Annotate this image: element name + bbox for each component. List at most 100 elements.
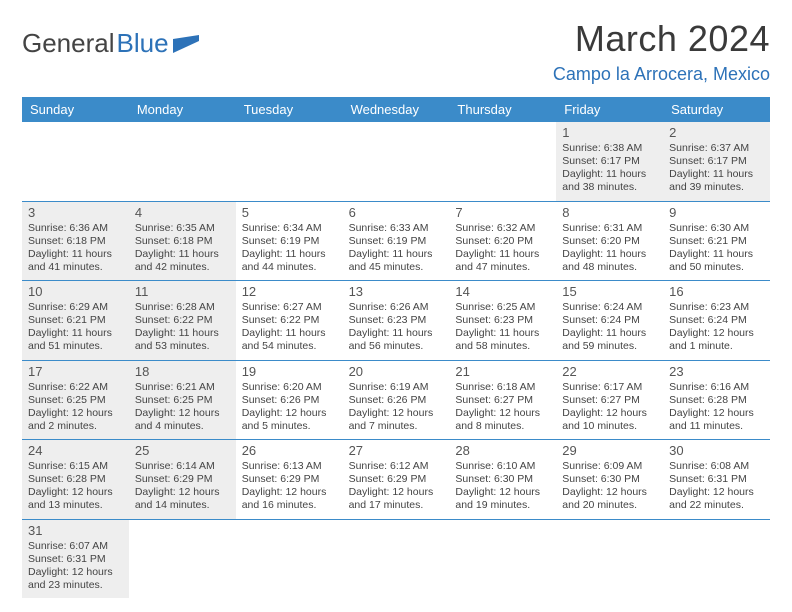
daylight-text: Daylight: 11 hours and 44 minutes.: [242, 248, 337, 274]
sunset-text: Sunset: 6:29 PM: [135, 473, 230, 486]
title-block: March 2024 Campo la Arrocera, Mexico: [553, 18, 770, 85]
daylight-text: Daylight: 11 hours and 38 minutes.: [562, 168, 657, 194]
sunset-text: Sunset: 6:20 PM: [455, 235, 550, 248]
weekday-saturday: Saturday: [663, 97, 770, 122]
day-cell: [236, 520, 343, 599]
day-number: 24: [28, 443, 123, 458]
day-cell: 5Sunrise: 6:34 AMSunset: 6:19 PMDaylight…: [236, 202, 343, 281]
day-info: Sunrise: 6:36 AMSunset: 6:18 PMDaylight:…: [28, 222, 123, 275]
day-number: 8: [562, 205, 657, 220]
day-info: Sunrise: 6:33 AMSunset: 6:19 PMDaylight:…: [349, 222, 444, 275]
sunset-text: Sunset: 6:27 PM: [562, 394, 657, 407]
daylight-text: Daylight: 12 hours and 1 minute.: [669, 327, 764, 353]
day-number: 3: [28, 205, 123, 220]
daylight-text: Daylight: 12 hours and 19 minutes.: [455, 486, 550, 512]
logo-flag-icon: [173, 35, 199, 53]
day-cell: 29Sunrise: 6:09 AMSunset: 6:30 PMDayligh…: [556, 440, 663, 519]
daylight-text: Daylight: 12 hours and 14 minutes.: [135, 486, 230, 512]
sunrise-text: Sunrise: 6:20 AM: [242, 381, 337, 394]
sunrise-text: Sunrise: 6:14 AM: [135, 460, 230, 473]
day-cell: [129, 122, 236, 201]
sunrise-text: Sunrise: 6:32 AM: [455, 222, 550, 235]
sunset-text: Sunset: 6:17 PM: [562, 155, 657, 168]
day-info: Sunrise: 6:09 AMSunset: 6:30 PMDaylight:…: [562, 460, 657, 513]
day-info: Sunrise: 6:35 AMSunset: 6:18 PMDaylight:…: [135, 222, 230, 275]
weekday-friday: Friday: [556, 97, 663, 122]
calendar: Sunday Monday Tuesday Wednesday Thursday…: [22, 97, 770, 598]
sunset-text: Sunset: 6:27 PM: [455, 394, 550, 407]
day-info: Sunrise: 6:26 AMSunset: 6:23 PMDaylight:…: [349, 301, 444, 354]
day-cell: [129, 520, 236, 599]
sunset-text: Sunset: 6:29 PM: [349, 473, 444, 486]
day-number: 21: [455, 364, 550, 379]
sunrise-text: Sunrise: 6:19 AM: [349, 381, 444, 394]
sunset-text: Sunset: 6:22 PM: [242, 314, 337, 327]
day-number: 5: [242, 205, 337, 220]
week-row: 10Sunrise: 6:29 AMSunset: 6:21 PMDayligh…: [22, 281, 770, 361]
day-number: 15: [562, 284, 657, 299]
day-number: 27: [349, 443, 444, 458]
day-cell: 12Sunrise: 6:27 AMSunset: 6:22 PMDayligh…: [236, 281, 343, 360]
daylight-text: Daylight: 12 hours and 2 minutes.: [28, 407, 123, 433]
daylight-text: Daylight: 12 hours and 17 minutes.: [349, 486, 444, 512]
day-number: 7: [455, 205, 550, 220]
day-info: Sunrise: 6:29 AMSunset: 6:21 PMDaylight:…: [28, 301, 123, 354]
day-cell: 19Sunrise: 6:20 AMSunset: 6:26 PMDayligh…: [236, 361, 343, 440]
day-cell: 3 Sunrise: 6:36 AMSunset: 6:18 PMDaylight…: [22, 202, 129, 281]
sunset-text: Sunset: 6:17 PM: [669, 155, 764, 168]
location-label: Campo la Arrocera, Mexico: [553, 64, 770, 85]
sunrise-text: Sunrise: 6:30 AM: [669, 222, 764, 235]
daylight-text: Daylight: 11 hours and 42 minutes.: [135, 248, 230, 274]
month-title: March 2024: [553, 18, 770, 60]
day-info: Sunrise: 6:37 AMSunset: 6:17 PMDaylight:…: [669, 142, 764, 195]
day-info: Sunrise: 6:22 AMSunset: 6:25 PMDaylight:…: [28, 381, 123, 434]
sunset-text: Sunset: 6:26 PM: [242, 394, 337, 407]
day-cell: 28Sunrise: 6:10 AMSunset: 6:30 PMDayligh…: [449, 440, 556, 519]
sunset-text: Sunset: 6:22 PM: [135, 314, 230, 327]
daylight-text: Daylight: 12 hours and 22 minutes.: [669, 486, 764, 512]
sunrise-text: Sunrise: 6:31 AM: [562, 222, 657, 235]
sunset-text: Sunset: 6:30 PM: [562, 473, 657, 486]
weekday-tuesday: Tuesday: [236, 97, 343, 122]
day-info: Sunrise: 6:12 AMSunset: 6:29 PMDaylight:…: [349, 460, 444, 513]
sunrise-text: Sunrise: 6:29 AM: [28, 301, 123, 314]
week-row: 1Sunrise: 6:38 AMSunset: 6:17 PMDaylight…: [22, 122, 770, 202]
daylight-text: Daylight: 12 hours and 8 minutes.: [455, 407, 550, 433]
day-info: Sunrise: 6:28 AMSunset: 6:22 PMDaylight:…: [135, 301, 230, 354]
sunrise-text: Sunrise: 6:36 AM: [28, 222, 123, 235]
day-cell: 25 Sunrise: 6:14 AMSunset: 6:29 PMDayligh…: [129, 440, 236, 519]
day-cell: 31Sunrise: 6:07 AMSunset: 6:31 PMDayligh…: [22, 520, 129, 599]
daylight-text: Daylight: 12 hours and 11 minutes.: [669, 407, 764, 433]
week-row: 31Sunrise: 6:07 AMSunset: 6:31 PMDayligh…: [22, 520, 770, 599]
day-number: 25: [135, 443, 230, 458]
week-row: 17Sunrise: 6:22 AMSunset: 6:25 PMDayligh…: [22, 361, 770, 441]
day-info: Sunrise: 6:31 AMSunset: 6:20 PMDaylight:…: [562, 222, 657, 275]
sunrise-text: Sunrise: 6:38 AM: [562, 142, 657, 155]
day-number: 14: [455, 284, 550, 299]
day-number: 22: [562, 364, 657, 379]
sunrise-text: Sunrise: 6:25 AM: [455, 301, 550, 314]
day-info: Sunrise: 6:13 AMSunset: 6:29 PMDaylight:…: [242, 460, 337, 513]
sunset-text: Sunset: 6:19 PM: [349, 235, 444, 248]
daylight-text: Daylight: 11 hours and 51 minutes.: [28, 327, 123, 353]
sunset-text: Sunset: 6:25 PM: [28, 394, 123, 407]
sunset-text: Sunset: 6:24 PM: [669, 314, 764, 327]
sunset-text: Sunset: 6:25 PM: [135, 394, 230, 407]
day-cell: 24Sunrise: 6:15 AMSunset: 6:28 PMDayligh…: [22, 440, 129, 519]
sunset-text: Sunset: 6:31 PM: [669, 473, 764, 486]
sunset-text: Sunset: 6:21 PM: [28, 314, 123, 327]
day-info: Sunrise: 6:38 AMSunset: 6:17 PMDaylight:…: [562, 142, 657, 195]
day-cell: 21Sunrise: 6:18 AMSunset: 6:27 PMDayligh…: [449, 361, 556, 440]
day-cell: 16Sunrise: 6:23 AMSunset: 6:24 PMDayligh…: [663, 281, 770, 360]
daylight-text: Daylight: 12 hours and 23 minutes.: [28, 566, 123, 592]
week-row: 24Sunrise: 6:15 AMSunset: 6:28 PMDayligh…: [22, 440, 770, 520]
day-cell: 4Sunrise: 6:35 AMSunset: 6:18 PMDaylight…: [129, 202, 236, 281]
day-info: Sunrise: 6:19 AMSunset: 6:26 PMDaylight:…: [349, 381, 444, 434]
day-cell: [343, 520, 450, 599]
daylight-text: Daylight: 12 hours and 20 minutes.: [562, 486, 657, 512]
day-number: 13: [349, 284, 444, 299]
day-number: 2: [669, 125, 764, 140]
sunset-text: Sunset: 6:28 PM: [669, 394, 764, 407]
day-number: 31: [28, 523, 123, 538]
daylight-text: Daylight: 11 hours and 59 minutes.: [562, 327, 657, 353]
